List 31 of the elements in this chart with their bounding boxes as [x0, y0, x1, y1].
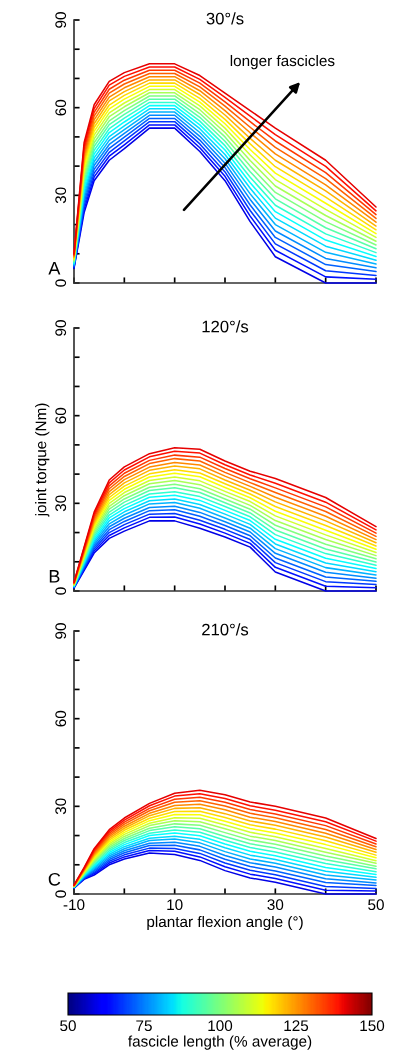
chart-title: 30°/s [206, 12, 244, 25]
y-tick-label: 60 [55, 407, 67, 424]
y-tick-label: 30 [55, 187, 67, 204]
x-axis-title: plantar flexion angle (°) [147, 915, 303, 931]
chart-title: 120°/s [202, 320, 249, 333]
text: A [48, 262, 61, 275]
y-tick-label: 90 [55, 320, 67, 336]
chart-title: 210°/s [202, 623, 249, 636]
color-bar-label: 75 [136, 1020, 152, 1032]
y-tick-label: 90 [55, 623, 67, 639]
x-tick-label: 30 [267, 899, 284, 911]
text: C [48, 872, 61, 886]
color-bar-label: 50 [60, 1020, 76, 1032]
y-tick-label: 0 [55, 279, 67, 287]
y-axis-title: joint torque (Nm) [35, 403, 50, 517]
y-tick-label: 30 [55, 495, 67, 512]
y-tick-label: 60 [55, 99, 67, 116]
x-tick-label: 10 [167, 899, 183, 911]
y-tick-label: 0 [55, 890, 67, 898]
color-bar-label: 125 [284, 1020, 309, 1032]
y-tick-label: 0 [55, 587, 67, 595]
y-tick-label: 30 [55, 798, 67, 815]
color-bar-title: fascicle length (% average) [128, 1035, 312, 1050]
x-tick-label: -10 [63, 899, 85, 911]
text: B [49, 570, 60, 583]
annotation: longer fascicles [230, 54, 335, 70]
x-tick-label: 50 [368, 899, 384, 911]
y-tick-label: 60 [55, 710, 67, 727]
color-bar-label: 150 [360, 1020, 385, 1032]
y-tick-label: 90 [55, 12, 67, 28]
color-bar-label: 100 [208, 1020, 233, 1032]
